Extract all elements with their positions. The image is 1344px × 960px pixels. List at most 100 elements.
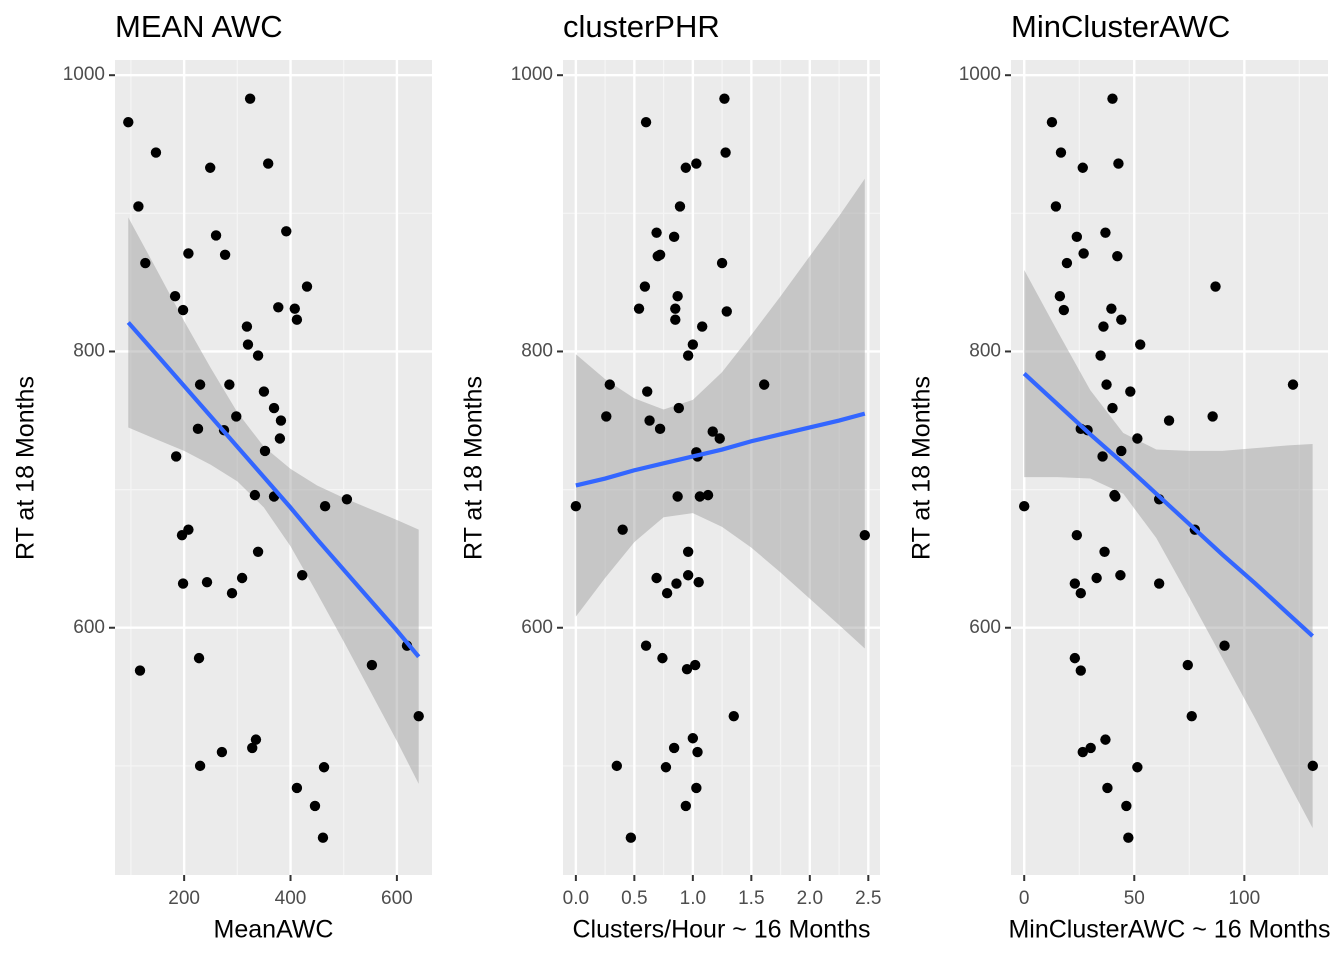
- data-point: [681, 663, 693, 675]
- data-point: [1123, 832, 1134, 843]
- x-tick-label: 0.5: [621, 888, 647, 909]
- y-tick-label: 800: [73, 340, 105, 361]
- y-tick-label: 600: [969, 617, 1001, 638]
- data-point: [1153, 578, 1165, 589]
- data-point: [716, 257, 728, 269]
- data-point: [1071, 529, 1083, 541]
- x-tick-label: 400: [275, 888, 307, 909]
- data-point: [210, 230, 222, 241]
- data-point: [301, 281, 313, 292]
- data-point: [150, 147, 162, 158]
- data-point: [252, 546, 264, 557]
- x-axis-title: MinClusterAWC ~ 16 Months: [1008, 916, 1330, 944]
- data-point: [231, 411, 242, 422]
- data-point: [289, 303, 300, 314]
- data-point: [1075, 588, 1086, 599]
- data-point: [1106, 303, 1117, 314]
- data-point: [1116, 445, 1127, 457]
- data-point: [1125, 386, 1136, 397]
- data-point: [672, 491, 683, 502]
- chart-title: MinClusterAWC: [1011, 9, 1230, 44]
- x-tick-label: 200: [168, 888, 200, 909]
- data-point: [689, 659, 701, 671]
- y-tick-label: 1000: [511, 64, 553, 85]
- data-point: [297, 570, 308, 581]
- plot-background: [115, 60, 432, 875]
- data-point: [1163, 415, 1175, 426]
- data-point: [318, 762, 330, 773]
- data-point: [691, 782, 702, 794]
- x-tick-label: 0: [1019, 888, 1030, 909]
- data-point: [317, 832, 329, 843]
- data-point: [309, 800, 321, 812]
- data-point: [1075, 665, 1086, 676]
- data-point: [668, 742, 680, 754]
- data-point: [702, 489, 714, 501]
- data-point: [219, 249, 231, 260]
- data-point: [1097, 451, 1108, 462]
- data-point: [859, 529, 870, 541]
- data-point: [1100, 227, 1111, 238]
- x-tick-label: 2.0: [797, 888, 823, 909]
- data-point: [661, 588, 673, 599]
- data-point: [682, 570, 694, 581]
- data-point: [682, 350, 694, 361]
- y-axis-title: RT at 18 Months: [908, 376, 936, 560]
- data-point: [216, 746, 228, 758]
- data-point: [1135, 339, 1146, 350]
- x-tick-label: 50: [1124, 888, 1145, 909]
- data-point: [140, 257, 151, 269]
- x-tick-label: 0.0: [563, 888, 589, 909]
- data-point: [192, 423, 204, 435]
- data-point: [672, 291, 683, 302]
- data-point: [633, 303, 645, 314]
- data-point: [183, 524, 194, 535]
- data-point: [413, 710, 424, 722]
- data-point: [1132, 762, 1143, 773]
- data-point: [673, 402, 685, 414]
- data-point: [169, 291, 181, 302]
- panel: [570, 93, 870, 843]
- data-point: [696, 321, 708, 332]
- data-point: [1186, 710, 1197, 722]
- confidence-band: [1024, 269, 1313, 829]
- data-point: [1113, 158, 1124, 169]
- data-point: [671, 578, 682, 589]
- data-point: [259, 445, 271, 457]
- data-point: [644, 415, 655, 426]
- data-point: [242, 339, 254, 350]
- data-point: [319, 500, 331, 512]
- data-point: [274, 433, 286, 444]
- data-point: [714, 433, 725, 444]
- x-tick-label: 1.5: [738, 888, 764, 909]
- y-tick-label: 800: [969, 340, 1001, 361]
- data-point: [1109, 489, 1120, 501]
- data-point: [1091, 572, 1102, 584]
- data-point: [1099, 546, 1110, 557]
- data-point: [758, 379, 770, 390]
- data-point: [291, 782, 303, 794]
- panel: [1019, 93, 1319, 843]
- panel: [123, 93, 424, 843]
- y-tick-label: 1000: [959, 64, 1001, 85]
- data-point: [1207, 411, 1218, 422]
- x-tick-label: 600: [381, 888, 413, 909]
- regression-line: [1022, 372, 1315, 638]
- y-tick-label: 1000: [63, 64, 105, 85]
- chart-title: clusterPHR: [563, 9, 720, 44]
- data-point: [1121, 800, 1132, 812]
- data-point: [275, 415, 287, 426]
- data-point: [1058, 304, 1070, 316]
- data-point: [1210, 281, 1221, 292]
- data-point: [1050, 201, 1062, 212]
- chart-title: MEAN AWC: [115, 9, 283, 44]
- data-point: [258, 386, 270, 397]
- data-point: [640, 640, 652, 651]
- confidence-band: [575, 178, 865, 649]
- data-point: [241, 321, 253, 332]
- data-point: [674, 201, 686, 212]
- data-point: [617, 524, 628, 535]
- data-point: [570, 500, 582, 512]
- data-point: [1132, 433, 1143, 444]
- data-point: [1078, 248, 1089, 259]
